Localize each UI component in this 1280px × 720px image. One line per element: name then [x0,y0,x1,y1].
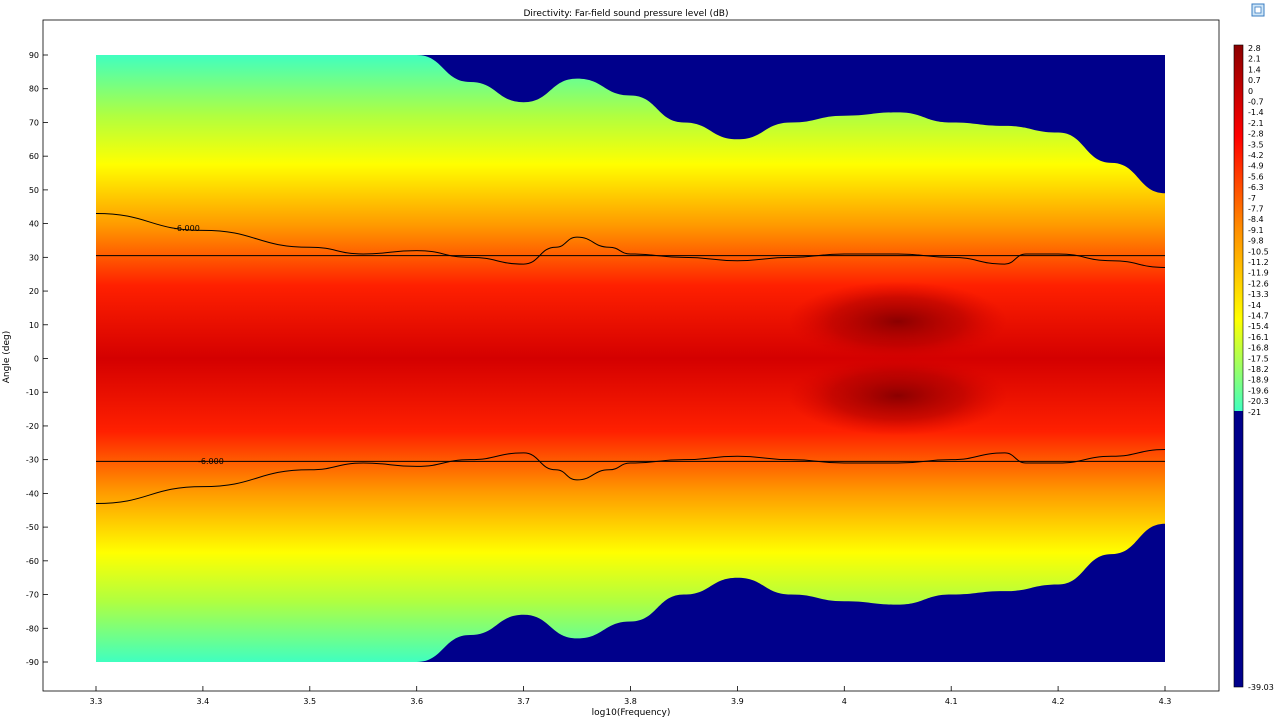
colorbar-label: 1.4 [1248,65,1261,74]
colorbar-label: -0.7 [1248,98,1264,107]
x-tick-label: 3.3 [90,697,103,706]
y-tick-label: -90 [26,658,39,667]
sound-field-region [96,55,1165,662]
x-tick-label: 4.3 [1159,697,1172,706]
chart-title: Directivity: Far-field sound pressure le… [524,9,729,19]
colorbar-frame [1233,44,1244,688]
colorbar-label: -16.8 [1248,344,1269,353]
y-tick-label: -30 [26,456,39,465]
y-tick-label: 50 [29,186,39,195]
colorbar-label: -8.4 [1248,215,1264,224]
colorbar-label: -19.6 [1248,386,1269,395]
colorbar: 2.8 2.11.4 0.7 0 -0.7-1.4 -2.1 -2.8-3.5 -4.2 -4.… [1233,44,1274,692]
y-tick-label: 30 [29,253,39,262]
export-icon[interactable] [1251,3,1265,17]
colorbar-label: -11.2 [1248,258,1269,267]
hotspot-upper [787,281,1008,362]
x-tick-label: 4.2 [1052,697,1065,706]
colorbar-low-segment [1234,410,1243,687]
colorbar-label: -4.9 [1248,162,1264,171]
contour-line-upper [95,212,1166,268]
colorbar-gradient [1234,45,1243,411]
y-tick-label: -50 [26,523,39,532]
plot-area: -6.000 -6.000 [95,55,1166,662]
x-tick-label: 3.4 [197,697,210,706]
colorbar-label: -5.6 [1248,172,1264,181]
x-tick-label: 3.8 [624,697,637,706]
y-tick-label: 80 [29,85,39,94]
y-tick-label: -10 [26,388,39,397]
y-tick-label: -80 [26,624,39,633]
colorbar-label: -7.7 [1248,205,1264,214]
x-tick-label: 3.6 [410,697,423,706]
colorbar-label: -10.5 [1248,247,1269,256]
plot-frame [42,19,1220,692]
colorbar-label: -21 [1248,408,1261,417]
colorbar-label: 0.7 [1248,76,1261,85]
y-tick-label: -70 [26,591,39,600]
y-tick-label: -20 [26,422,39,431]
y-tick-label: -40 [26,489,39,498]
y-tick-label: 0 [34,355,39,364]
colorbar-label: 2.1 [1248,55,1261,64]
hotspot-lower [787,355,1008,436]
colorbar-label: -13.3 [1248,290,1269,299]
colorbar-label: -11.9 [1248,269,1269,278]
y-axis-label: Angle (deg) [2,331,12,383]
y-tick-label: 70 [29,118,39,127]
contour-label-upper: -6.000 [174,224,200,233]
x-tick-label: 3.7 [517,697,530,706]
colorbar-label: -15.4 [1248,322,1269,331]
x-tick-label: 3.9 [731,697,744,706]
colorbar-min-label: -39.03 [1248,683,1274,692]
colorbar-label: 0 [1248,87,1253,96]
x-tick-label: 4 [842,697,847,706]
colorbar-label: -3.5 [1248,140,1264,149]
colorbar-label: -18.9 [1248,376,1269,385]
colorbar-label: 2.8 [1248,44,1261,53]
colorbar-label: -7 [1248,194,1256,203]
contour-label-lower: -6.000 [198,457,224,466]
colorbar-label: -2.8 [1248,130,1264,139]
colorbar-label: -14 [1248,301,1261,310]
colorbar-label: -9.8 [1248,237,1264,246]
y-tick-label: 20 [29,287,39,296]
x-tick-label: 4.1 [945,697,958,706]
contour-line-lower [95,449,1166,505]
colorbar-label: -17.5 [1248,354,1269,363]
y-tick-label: 90 [29,51,39,60]
colorbar-label: -2.1 [1248,119,1264,128]
x-tick-label: 3.5 [303,697,316,706]
colorbar-label: -18.2 [1248,365,1269,374]
colorbar-label: -12.6 [1248,279,1269,288]
y-tick-label: 10 [29,321,39,330]
colorbar-label: -20.3 [1248,397,1269,406]
colorbar-label: -16.1 [1248,333,1269,342]
y-tick-label: 40 [29,220,39,229]
colorbar-label: -1.4 [1248,108,1264,117]
y-tick-label: -60 [26,557,39,566]
colorbar-label: -6.3 [1248,183,1264,192]
colorbar-label: -9.1 [1248,226,1264,235]
y-axis: -90 -80 -70 -60 -50 -40 -30 -20 -10 0 10 20 30 40 50 60… [26,51,48,667]
colorbar-label: -14.7 [1248,312,1269,321]
y-tick-label: 60 [29,152,39,161]
x-axis-label: log10(Frequency) [592,708,671,718]
x-axis: 3.3 3.4 3.5 3.6 3.7 3.8 3.9 4 4.1 4.2 4.3 [90,686,1172,706]
colorbar-label: -4.2 [1248,151,1264,160]
